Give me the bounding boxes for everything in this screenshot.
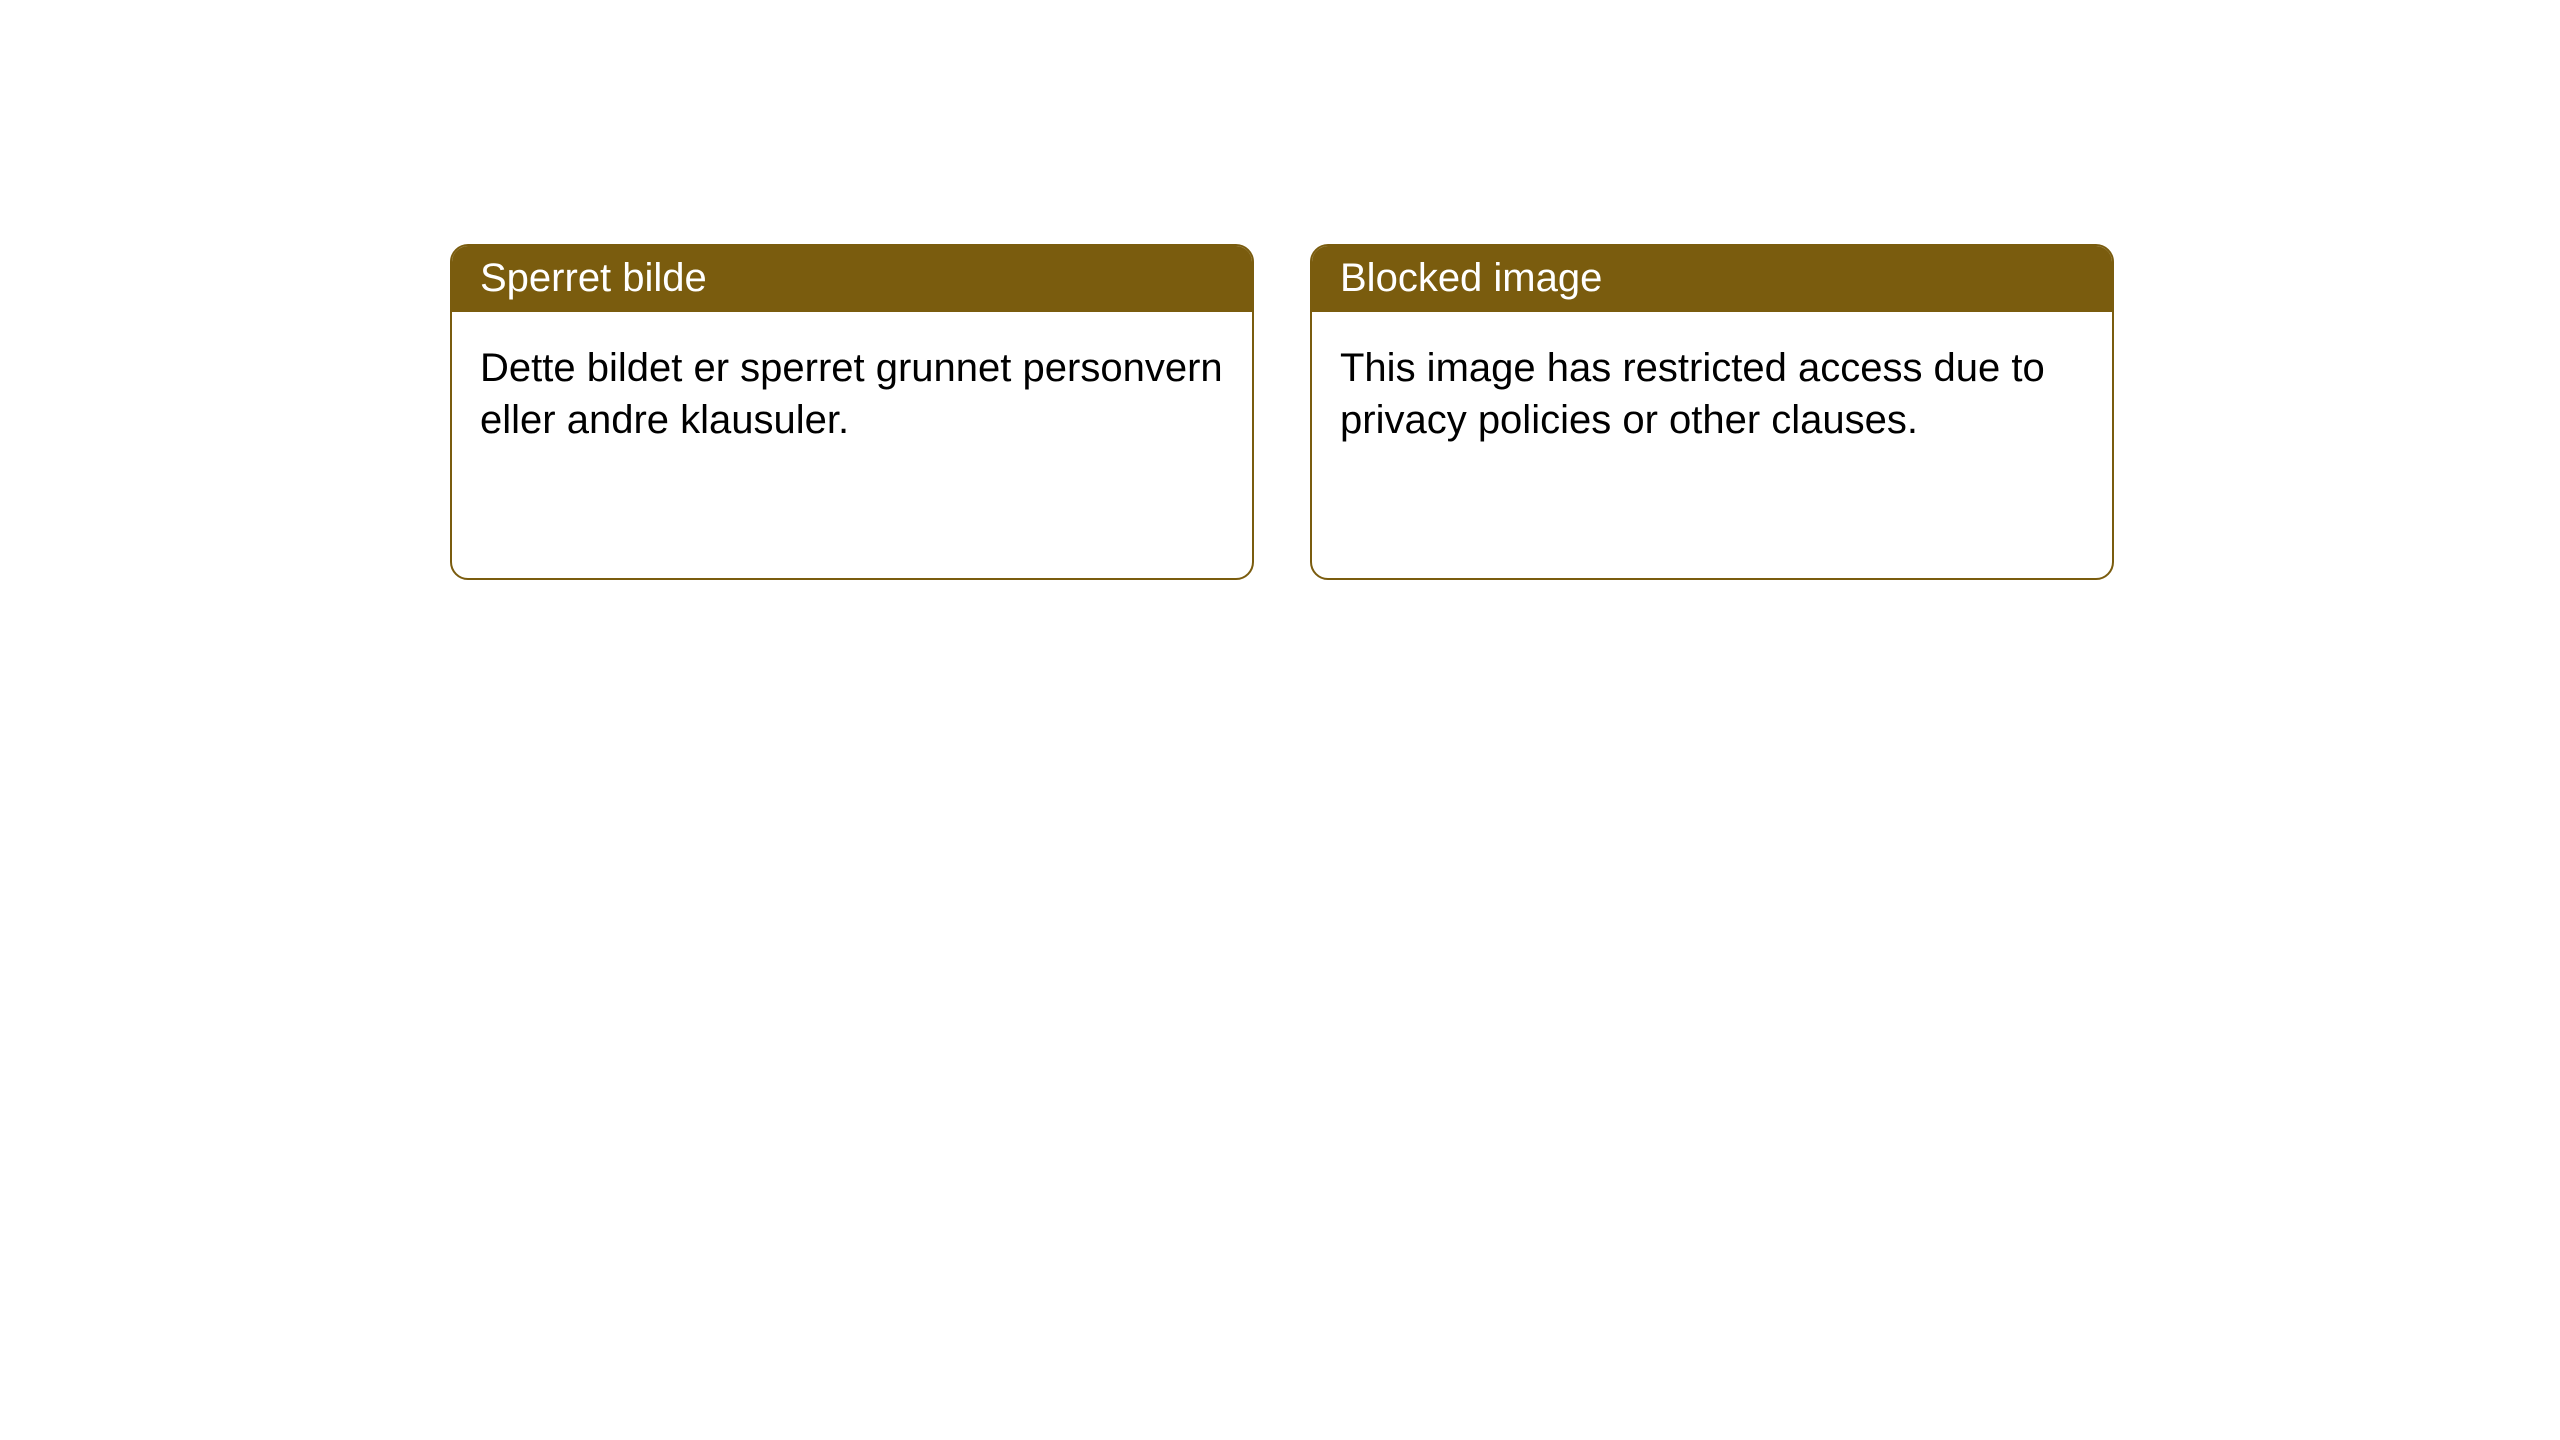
notice-title: Sperret bilde [480,256,707,300]
notice-body-text: This image has restricted access due to … [1340,346,2045,442]
notice-box-norwegian: Sperret bilde Dette bildet er sperret gr… [450,244,1254,580]
notice-body: This image has restricted access due to … [1312,312,2112,476]
notice-title: Blocked image [1340,256,1602,300]
notice-header: Blocked image [1312,246,2112,312]
notice-container: Sperret bilde Dette bildet er sperret gr… [0,0,2560,580]
notice-header: Sperret bilde [452,246,1252,312]
notice-box-english: Blocked image This image has restricted … [1310,244,2114,580]
notice-body-text: Dette bildet er sperret grunnet personve… [480,346,1223,442]
notice-body: Dette bildet er sperret grunnet personve… [452,312,1252,476]
